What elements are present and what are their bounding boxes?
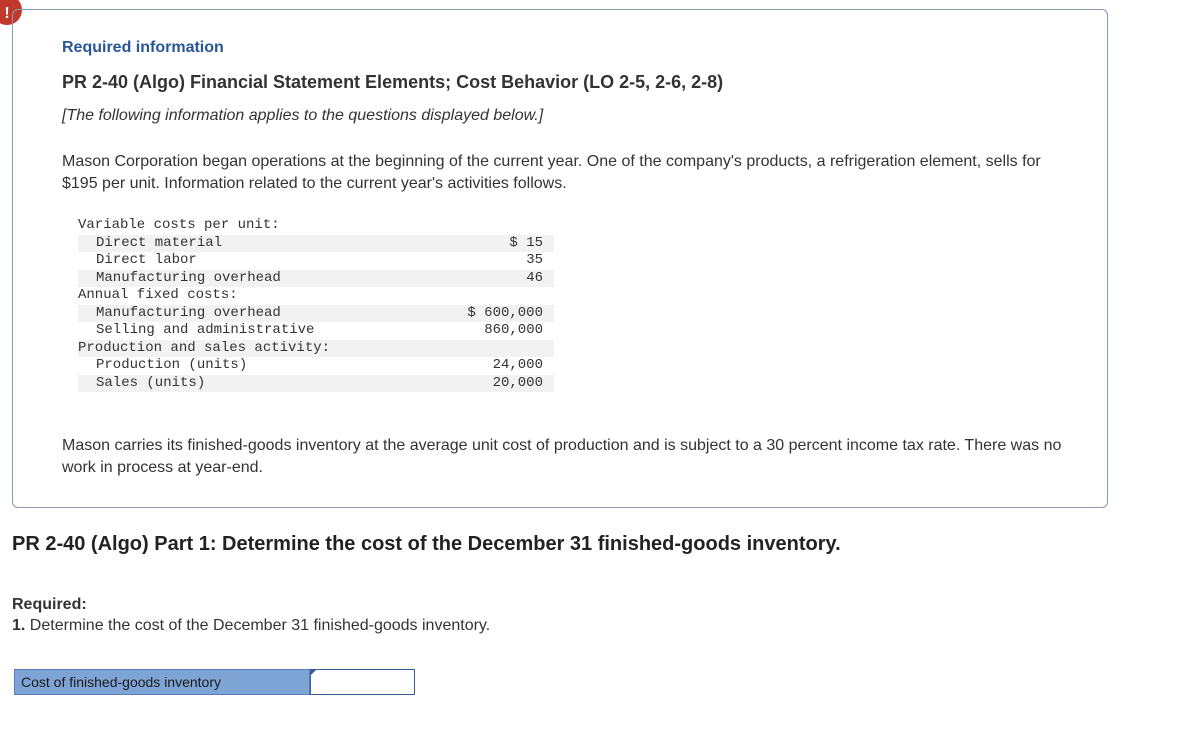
row-label: Annual fixed costs: bbox=[78, 287, 238, 303]
row-label: Manufacturing overhead bbox=[78, 304, 451, 322]
required-information-panel bbox=[12, 9, 1108, 508]
row-label: Variable costs per unit: bbox=[78, 217, 280, 233]
table-row: Direct material $ 15 bbox=[78, 234, 554, 252]
row-label: Selling and administrative bbox=[96, 322, 315, 338]
table-row: Sales (units) 20,000 bbox=[78, 374, 554, 392]
row-value: $ 600,000 bbox=[451, 304, 554, 322]
row-label: Direct labor bbox=[96, 252, 197, 268]
answer-label: Cost of finished-goods inventory bbox=[14, 669, 310, 695]
part-title: PR 2-40 (Algo) Part 1: Determine the cos… bbox=[12, 533, 841, 555]
row-value bbox=[451, 287, 554, 305]
table-row: Selling and administrative 860,000 bbox=[78, 322, 554, 340]
alert-icon: ! bbox=[0, 0, 22, 25]
cost-data-table: Variable costs per unit: Direct material… bbox=[78, 217, 554, 392]
table-row: Direct labor 35 bbox=[78, 252, 554, 270]
row-value: 35 bbox=[526, 252, 543, 268]
table-row: Production (units) 24,000 bbox=[78, 357, 554, 375]
row-label: Sales (units) bbox=[78, 374, 451, 392]
row-label: Direct material bbox=[78, 234, 451, 252]
row-label: Production and sales activity: bbox=[78, 339, 451, 357]
problem-title: PR 2-40 (Algo) Financial Statement Eleme… bbox=[62, 72, 724, 92]
required-instruction-text: Determine the cost of the December 31 fi… bbox=[25, 617, 491, 634]
table-row: Annual fixed costs: bbox=[78, 287, 554, 305]
row-value bbox=[451, 217, 554, 235]
applies-note: [The following information applies to th… bbox=[62, 107, 544, 124]
row-label: Production (units) bbox=[96, 357, 248, 373]
required-information-heading: Required information bbox=[62, 39, 224, 56]
row-value: $ 15 bbox=[451, 234, 554, 252]
finished-goods-inventory-input[interactable] bbox=[310, 669, 415, 695]
table-row: Manufacturing overhead 46 bbox=[78, 269, 554, 287]
table-row: Manufacturing overhead $ 600,000 bbox=[78, 304, 554, 322]
input-corner-marker bbox=[311, 670, 316, 675]
table-row: Variable costs per unit: bbox=[78, 217, 554, 235]
intro-paragraph: Mason Corporation began operations at th… bbox=[62, 153, 1041, 192]
required-label: Required: bbox=[12, 596, 87, 613]
row-value: 20,000 bbox=[451, 374, 554, 392]
required-number: 1. bbox=[12, 617, 26, 634]
table-row: Production and sales activity: bbox=[78, 339, 554, 357]
row-value: 46 bbox=[451, 269, 554, 287]
outro-paragraph: Mason carries its finished-goods invento… bbox=[62, 437, 1062, 476]
required-instruction: 1. Determine the cost of the December 31… bbox=[12, 617, 490, 635]
row-value: 860,000 bbox=[484, 322, 543, 338]
row-value bbox=[451, 339, 554, 357]
row-label: Manufacturing overhead bbox=[78, 269, 451, 287]
row-value: 24,000 bbox=[492, 357, 543, 373]
